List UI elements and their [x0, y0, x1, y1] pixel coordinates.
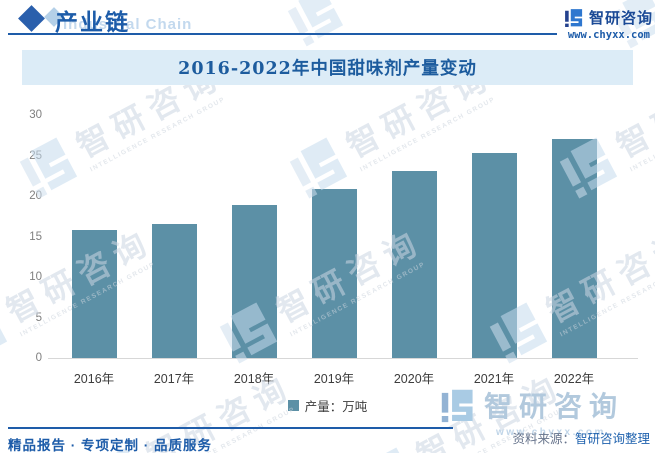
plot-area	[54, 100, 614, 358]
bar-column	[534, 100, 614, 358]
bar-2020年	[391, 170, 437, 358]
x-axis-labels: 2016年 2017年 2018年 2019年 2020年 2021年 2022年	[54, 368, 614, 387]
y-tick-0: 0	[35, 352, 42, 364]
y-tick-15: 15	[29, 230, 42, 243]
diamond-icon	[18, 5, 45, 32]
bar-2017年	[151, 224, 197, 358]
zhiyan-logo-icon	[563, 7, 584, 28]
legend-label: 产量：万吨	[304, 400, 368, 414]
bar-2019年	[311, 188, 357, 358]
brand-name: 智研咨询	[589, 10, 654, 27]
x-label-2016年: 2016年	[73, 372, 115, 386]
y-tick-25: 25	[29, 149, 42, 162]
x-label-2017年: 2017年	[153, 372, 195, 386]
bar-column	[374, 100, 454, 358]
legend-swatch-icon	[287, 400, 299, 411]
x-label-2018年: 2018年	[233, 372, 275, 386]
bar-2016年	[71, 230, 117, 358]
y-tick-20: 20	[29, 190, 42, 202]
y-tick-30: 30	[29, 109, 42, 121]
bar-column	[134, 100, 214, 358]
x-label-2020年: 2020年	[393, 372, 435, 386]
watermark-url: www.chyxx.com	[496, 427, 606, 438]
bar-2021年	[471, 153, 517, 358]
bar-2018年	[231, 204, 277, 358]
legend: 产量：万吨	[0, 396, 655, 415]
brand-lockup[interactable]: 智研咨询	[563, 7, 653, 28]
header-divider	[8, 33, 557, 35]
footer-tagline: 精品报告 · 专项定制 · 品质服务	[8, 438, 212, 453]
chart-title: 2016-2022年中国甜味剂产量变动	[178, 59, 477, 79]
x-axis-line	[48, 358, 638, 359]
bar-column	[454, 100, 534, 358]
x-label-2021年: 2021年	[473, 372, 515, 386]
chart-title-band: 2016-2022年中国甜味剂产量变动	[22, 50, 633, 85]
bar-column	[54, 100, 134, 358]
bar-column	[214, 100, 294, 358]
brand-url[interactable]: www.chyxx.com	[567, 29, 650, 41]
bar-2022年	[551, 139, 597, 358]
footer-divider	[8, 427, 453, 429]
x-label-2022年: 2022年	[553, 372, 595, 386]
section-subtitle-watermark: Industrial Chain	[63, 16, 193, 33]
header: Industrial Chain 产业链 智研咨询 www.chyxx.com	[0, 0, 655, 50]
section-title: 产业链	[55, 9, 130, 35]
bar-column	[294, 100, 374, 358]
source-text: 智研咨询整理	[574, 432, 650, 446]
data-source: 资料来源：智研咨询整理	[512, 428, 650, 447]
source-label: 资料来源：	[512, 432, 575, 446]
bar-chart: 0 5 10 15 20 25 30 2016年 2017年 2018年 2019年 2020年 20…	[0, 100, 655, 420]
x-label-2019年: 2019年	[313, 372, 355, 386]
y-tick-10: 10	[29, 271, 42, 283]
y-tick-5: 5	[35, 311, 42, 324]
